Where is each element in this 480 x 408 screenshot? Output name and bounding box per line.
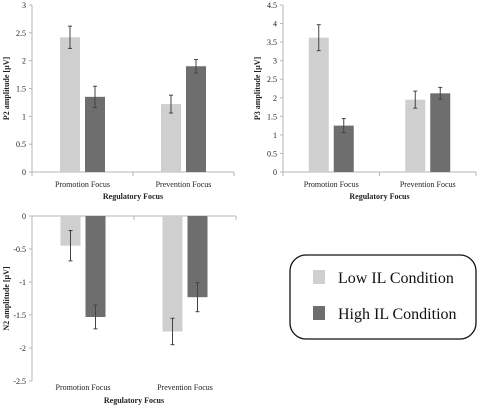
p3-ytick-label: 0.5 xyxy=(267,149,277,158)
n2-category-label: Promotion Focus xyxy=(56,383,111,392)
p3-ytick-label: 1.5 xyxy=(267,112,277,121)
p2-amplitude-chart: 0 0.5 1 1.5 2 2.5 3 Promotion Focus Prevention F… xyxy=(2,1,235,201)
p3-category-label: Prevention Focus xyxy=(400,180,456,189)
p2-ytick-label: 1.5 xyxy=(16,85,26,94)
n2-x-axis-title: Regulatory Focus xyxy=(104,396,164,405)
p3-ytick-label: 2.5 xyxy=(267,75,277,84)
p2-ytick-label: 1 xyxy=(22,112,26,121)
p2-ytick-label: 2 xyxy=(22,57,26,66)
legend-label-high-il: High IL Condition xyxy=(338,306,457,323)
p3-y-axis-title: P3 amplitude [µV] xyxy=(253,57,262,121)
p3-ytick-label: 0 xyxy=(273,168,277,177)
legend: Low IL Condition High IL Condition xyxy=(289,254,477,340)
p3-ytick-label: 2 xyxy=(273,94,277,103)
p3-x-axis-title: Regulatory Focus xyxy=(349,192,409,201)
p3-ytick-label: 4.5 xyxy=(267,1,277,10)
n2-ytick-label: 0 xyxy=(22,212,26,221)
n2-category-label: Prevention Focus xyxy=(157,383,213,392)
p3-ytick-label: 1 xyxy=(273,131,277,140)
p3-bar-low-il xyxy=(308,37,329,172)
p2-ytick-label: 0 xyxy=(22,168,26,177)
p2-category-label: Promotion Focus xyxy=(55,180,110,189)
p2-y-axis-title: P2 amplitude [µV] xyxy=(2,57,11,121)
n2-ytick-label: -1.5 xyxy=(13,311,26,320)
legend-swatch-low-il xyxy=(313,270,325,284)
p3-ytick-label: 4 xyxy=(273,20,277,29)
legend-swatch-high-il xyxy=(313,306,325,320)
p2-ytick-label: 0.5 xyxy=(16,140,26,149)
n2-bar-low-il xyxy=(162,216,183,332)
p3-ytick-label: 3.5 xyxy=(267,38,277,47)
p2-category-label: Prevention Focus xyxy=(156,180,212,189)
p2-ytick-label: 3 xyxy=(22,1,26,10)
p3-bar-high-il xyxy=(430,93,451,172)
legend-label-low-il: Low IL Condition xyxy=(338,270,454,287)
p2-x-axis-title: Regulatory Focus xyxy=(103,192,163,201)
n2-y-axis-title: N2 amplitude [µV] xyxy=(2,266,11,331)
p3-bar-high-il xyxy=(333,125,354,172)
p3-amplitude-chart: 0 0.5 1 1.5 2 2.5 3 3.5 4 4.5 Promotion Focus Preve… xyxy=(253,1,477,201)
p3-category-label: Promotion Focus xyxy=(304,180,359,189)
legend-box xyxy=(289,254,477,340)
n2-amplitude-chart: 0 -0.5 -1 -1.5 -2 -2.5 Promotion Focus Preventi… xyxy=(2,212,237,405)
n2-ytick-label: -1 xyxy=(19,278,26,287)
n2-ytick-label: -2.5 xyxy=(13,377,26,386)
n2-bar-high-il xyxy=(85,216,106,317)
n2-ytick-label: -2 xyxy=(19,344,26,353)
n2-bar-high-il xyxy=(187,216,208,298)
p2-ytick-label: 2.5 xyxy=(16,29,26,38)
p3-bar-low-il xyxy=(405,99,426,172)
p2-bar-low-il xyxy=(60,37,80,172)
n2-ytick-label: -0.5 xyxy=(13,245,26,254)
p2-bar-high-il xyxy=(85,96,105,172)
p2-bar-low-il xyxy=(161,104,181,172)
p3-ytick-label: 3 xyxy=(273,57,277,66)
p2-bar-high-il xyxy=(186,66,206,172)
